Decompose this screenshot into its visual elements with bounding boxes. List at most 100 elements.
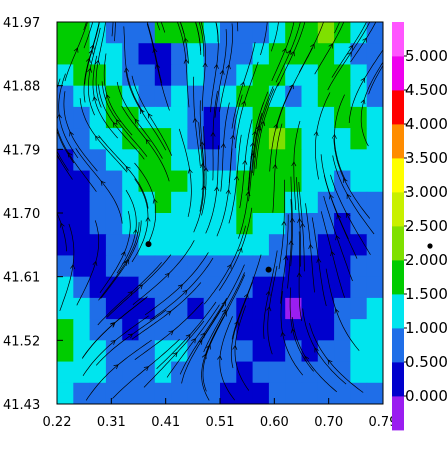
- heatmap-cell: [220, 277, 237, 299]
- heatmap-cell: [367, 192, 384, 214]
- heatmap-cell: [350, 277, 367, 299]
- heatmap-cell: [204, 234, 221, 256]
- heatmap-cell: [269, 22, 286, 44]
- colorbar-label: 1.500: [405, 285, 448, 303]
- heatmap-cell: [106, 383, 123, 405]
- heatmap-cell: [236, 255, 253, 277]
- heatmap-cell: [73, 86, 90, 108]
- heatmap-cell: [253, 362, 270, 384]
- heatmap-cell: [302, 86, 319, 108]
- point-marker: [266, 267, 272, 273]
- heatmap-cell: [122, 128, 139, 150]
- heatmap-cell: [334, 383, 351, 405]
- heatmap-cell: [139, 319, 156, 341]
- heatmap-cell: [334, 277, 351, 299]
- heatmap-cell: [253, 340, 270, 362]
- heatmap-cell: [122, 149, 139, 171]
- heatmap-cell: [285, 362, 302, 384]
- heatmap-cell: [220, 383, 237, 405]
- heatmap-cell: [350, 362, 367, 384]
- heatmap-cell: [204, 128, 221, 150]
- heatmap-cell: [57, 319, 74, 341]
- heatmap-cell: [236, 319, 253, 341]
- heatmap-cell: [73, 22, 90, 44]
- heatmap-cell: [57, 362, 74, 384]
- heatmap-cell: [367, 340, 384, 362]
- heatmap-cell: [367, 277, 384, 299]
- heatmap-cell: [236, 86, 253, 108]
- heatmap-cell: [367, 149, 384, 171]
- colorbar-segment: [392, 158, 404, 192]
- colorbar: 0.0000.5001.0001.5002.0002.5003.0003.500…: [392, 22, 448, 430]
- heatmap-cell: [269, 86, 286, 108]
- heatmap-cell: [302, 107, 319, 129]
- x-tick-label: 0.41: [151, 415, 180, 430]
- heatmap-cell: [106, 362, 123, 384]
- heatmap-cell: [106, 192, 123, 214]
- y-tick-label: 41.61: [3, 271, 40, 286]
- heatmap-cell: [334, 64, 351, 86]
- heatmap-cell: [318, 340, 335, 362]
- x-tick-label: 0.60: [260, 415, 289, 430]
- heatmap-cell: [106, 171, 123, 193]
- heatmap-cell: [139, 64, 156, 86]
- heatmap-cell: [57, 149, 74, 171]
- heatmap-cell: [139, 128, 156, 150]
- heatmap-cell: [367, 22, 384, 44]
- heatmap-cell: [155, 319, 172, 341]
- colorbar-segment: [392, 56, 404, 90]
- heatmap-cell: [269, 255, 286, 277]
- heatmap-cell: [73, 192, 90, 214]
- colorbar-label: 3.500: [405, 149, 448, 167]
- heatmap-cell: [139, 149, 156, 171]
- heatmap-cell: [73, 128, 90, 150]
- heatmap-cell: [318, 86, 335, 108]
- heatmap-cell: [90, 192, 107, 214]
- heatmap-cell: [73, 234, 90, 256]
- heatmap-cell: [73, 362, 90, 384]
- colorbar-label: 1.000: [405, 319, 448, 337]
- heatmap-cell: [90, 319, 107, 341]
- heatmap-cell: [122, 192, 139, 214]
- heatmap-cell: [106, 107, 123, 129]
- y-tick-label: 41.88: [3, 80, 40, 95]
- colorbar-segment: [392, 294, 404, 328]
- heatmap-cell: [220, 234, 237, 256]
- heatmap-cell: [171, 192, 188, 214]
- heatmap-cell: [171, 362, 188, 384]
- heatmap-cell: [302, 192, 319, 214]
- heatmap-cell: [285, 43, 302, 65]
- heatmap-cell: [204, 298, 221, 320]
- colorbar-marker-dot: [427, 243, 432, 248]
- heatmap-cell: [139, 277, 156, 299]
- heatmap-cell: [57, 234, 74, 256]
- heatmap-cell: [350, 213, 367, 235]
- colorbar-segment: [392, 226, 404, 260]
- heatmap-cell: [155, 383, 172, 405]
- heatmap-cell: [253, 319, 270, 341]
- x-tick-label: 0.51: [206, 415, 235, 430]
- y-tick-label: 41.43: [3, 398, 40, 413]
- heatmap-cell: [139, 383, 156, 405]
- colorbar-segment: [392, 22, 404, 56]
- heatmap-cell: [350, 255, 367, 277]
- heatmap-cell: [350, 319, 367, 341]
- heatmap-cell: [171, 255, 188, 277]
- heatmap-cell: [122, 340, 139, 362]
- heatmap-cell: [122, 362, 139, 384]
- y-tick-label: 41.79: [3, 143, 40, 158]
- heatmap-cell: [318, 383, 335, 405]
- heatmap-field: [57, 22, 384, 405]
- heatmap-cell: [367, 362, 384, 384]
- heatmap-cell: [187, 298, 204, 320]
- heatmap-cell: [318, 22, 335, 44]
- heatmap-cell: [350, 340, 367, 362]
- heatmap-cell: [90, 362, 107, 384]
- heatmap-cell: [318, 319, 335, 341]
- y-tick-label: 41.70: [3, 207, 40, 222]
- heatmap-cell: [171, 213, 188, 235]
- heatmap-cell: [57, 298, 74, 320]
- heatmap-cell: [204, 383, 221, 405]
- heatmap-cell: [106, 234, 123, 256]
